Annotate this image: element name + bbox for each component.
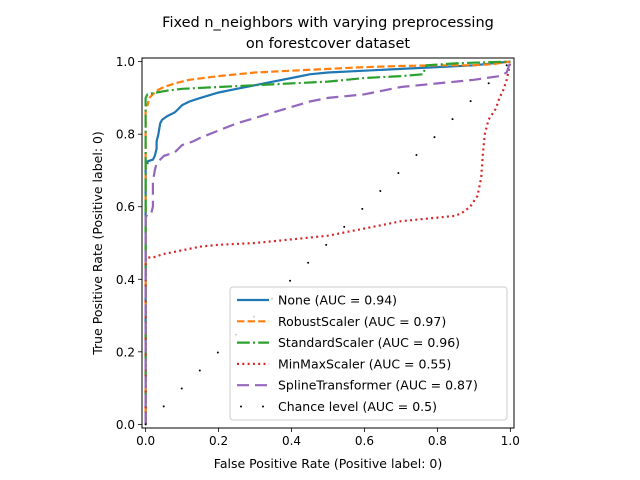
x-tick-label: 0.8 xyxy=(428,434,447,448)
legend-label-minmaxscaler: MinMaxScaler (AUC = 0.55) xyxy=(278,356,451,371)
chart-title-line-2: on forestcover dataset xyxy=(246,36,411,52)
legend-label-none: None (AUC = 0.94) xyxy=(278,293,397,308)
chance-level-point xyxy=(325,243,328,246)
chance-level-point xyxy=(469,100,472,103)
chance-level-point xyxy=(379,189,382,192)
roc-curve-none xyxy=(144,60,511,425)
chance-level-point xyxy=(307,261,310,264)
legend-label-chance-level: Chance level (AUC = 0.5) xyxy=(278,399,437,414)
x-tick-label: 0.0 xyxy=(136,434,155,448)
chart-title-line-1: Fixed n_neighbors with varying preproces… xyxy=(162,15,494,31)
chance-level-point xyxy=(433,136,436,139)
y-axis: 0.0 0.2 0.4 0.6 0.8 1.0 xyxy=(116,55,142,432)
x-tick-label: 1.0 xyxy=(501,434,520,448)
x-tick-label: 0.6 xyxy=(355,434,374,448)
legend-box xyxy=(229,286,508,421)
x-axis: 0.0 0.2 0.4 0.6 0.8 1.0 xyxy=(136,428,520,448)
chance-level-point xyxy=(415,154,418,157)
legend-label-standardscaler: StandardScaler (AUC = 0.96) xyxy=(278,335,460,350)
y-tick-label: 0.2 xyxy=(116,345,135,359)
chance-level-point xyxy=(289,279,292,282)
y-tick-label: 0.0 xyxy=(116,418,135,432)
chance-level-point xyxy=(144,423,147,426)
chance-level-point xyxy=(451,118,454,121)
y-tick-label: 0.4 xyxy=(116,273,135,287)
chance-level-point xyxy=(397,171,400,174)
y-axis-label: True Positive Rate (Positive label: 0) xyxy=(90,131,105,356)
series-layer xyxy=(144,60,512,426)
chance-level-point xyxy=(216,351,219,354)
roc-curve-standardscaler xyxy=(144,60,511,425)
x-tick-label: 0.4 xyxy=(282,434,301,448)
x-axis-label: False Positive Rate (Positive label: 0) xyxy=(214,456,442,471)
plot-area xyxy=(141,57,515,429)
chance-level-point xyxy=(505,64,508,67)
legend-label-splinetransformer: SplineTransformer (AUC = 0.87) xyxy=(278,378,478,393)
y-tick-label: 1.0 xyxy=(116,55,135,69)
chance-level-point xyxy=(343,225,346,228)
chance-level-point xyxy=(180,387,183,390)
chance-level-point xyxy=(162,405,165,408)
y-tick-label: 0.6 xyxy=(116,200,135,214)
roc-curve-splinetransformer xyxy=(144,61,512,425)
chance-level-point xyxy=(361,207,364,210)
legend-label-robustscaler: RobustScaler (AUC = 0.97) xyxy=(278,314,446,329)
chance-level-point xyxy=(487,82,490,85)
legend-swatch-chance-level xyxy=(240,405,242,408)
axes-frame xyxy=(141,57,515,429)
legend-swatch-chance-level xyxy=(262,405,264,408)
y-tick-label: 0.8 xyxy=(116,128,135,142)
legend: None (AUC = 0.94) RobustScaler (AUC = 0.9… xyxy=(229,286,508,421)
x-tick-label: 0.2 xyxy=(209,434,228,448)
chance-level-point xyxy=(198,369,201,372)
